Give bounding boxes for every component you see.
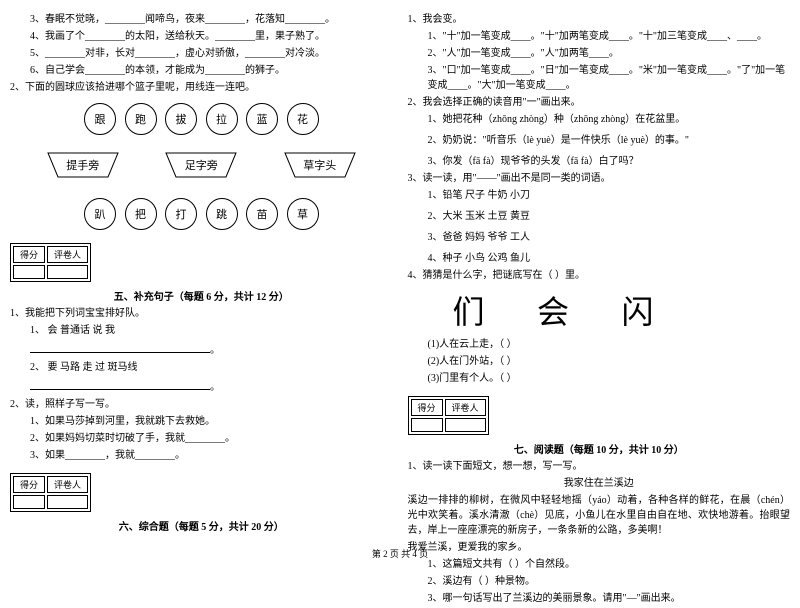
r-q1-3: 3、"口"加一笔变成____。"日"加一笔变成____。"米"加一笔变成____… bbox=[408, 63, 791, 93]
big-char: 们 bbox=[453, 287, 485, 333]
big-char: 会 bbox=[537, 287, 569, 333]
score-blank bbox=[47, 265, 88, 279]
r-q1-1: 1、"十"加一笔变成____。"十"加两笔变成____。"十"加三笔变成____… bbox=[408, 29, 791, 44]
s5-q2-1: 1、如果马莎掉到河里，我就跳下去救她。 bbox=[10, 414, 393, 429]
s5-q2: 2、读，照样子写一写。 bbox=[10, 397, 393, 412]
score-blank bbox=[47, 495, 88, 509]
circle-char: 跟 bbox=[84, 103, 116, 135]
r-q4: 4、猜猜是什么字，把谜底写在（ ）里。 bbox=[408, 268, 791, 283]
s7-q3: 3、哪一句话写出了兰溪边的美丽景象。请用"—"画出来。 bbox=[408, 591, 791, 606]
r-q2-3: 3、你发（fā fà）现爷爷的头发（fā fà）白了吗？ bbox=[408, 154, 791, 169]
score-blank bbox=[445, 418, 486, 432]
s5-q1-2: 2、 要 马路 走 过 斑马线 bbox=[10, 360, 393, 375]
r-q2-1: 1、她把花种（zhōng zhòng）种（zhōng zhòng）在花盆里。 bbox=[408, 112, 791, 127]
question-4: 4、我画了个________的太阳，送给秋天。________里，果子熟了。 bbox=[10, 29, 393, 44]
score-box: 得分评卷人 bbox=[10, 473, 91, 512]
trap-1: 提手旁 bbox=[43, 151, 123, 179]
circle-char: 草 bbox=[287, 198, 319, 230]
question-2-title: 2、下面的圆球应该拾进哪个篮子里呢，用线连一连吧。 bbox=[10, 80, 393, 95]
r-q2: 2、我会选择正确的读音用"一"画出来。 bbox=[408, 95, 791, 110]
big-char: 闪 bbox=[622, 287, 654, 333]
score-box: 得分评卷人 bbox=[408, 396, 489, 435]
trap-2: 足字旁 bbox=[161, 151, 241, 179]
score-box: 得分评卷人 bbox=[10, 243, 91, 282]
s5-q2-3: 3、如果________，我就________。 bbox=[10, 448, 393, 463]
score-h2: 评卷人 bbox=[445, 399, 486, 416]
score-h1: 得分 bbox=[411, 399, 443, 416]
r-q3-3: 3、爸爸 妈妈 爷爷 工人 bbox=[408, 230, 791, 245]
score-h1: 得分 bbox=[13, 476, 45, 493]
circle-char: 苗 bbox=[246, 198, 278, 230]
score-h2: 评卷人 bbox=[47, 476, 88, 493]
page-container: 3、春眠不觉晓，________闻啼鸟，夜来________，花落知______… bbox=[10, 10, 790, 608]
section-5-title: 五、补充句子（每题 6 分，共计 12 分） bbox=[10, 288, 393, 303]
score-h2: 评卷人 bbox=[47, 246, 88, 263]
r-q4-2: (2)人在门外站，（ ） bbox=[408, 354, 791, 369]
r-q4-3: (3)门里有个人。（ ） bbox=[408, 371, 791, 386]
s5-q1-1: 1、 会 普通话 说 我 bbox=[10, 323, 393, 338]
r-q1: 1、我会变。 bbox=[408, 12, 791, 27]
section-6-title: 六、综合题（每题 5 分，共计 20 分） bbox=[10, 518, 393, 533]
s7-q2: 2、溪边有（ ）种景物。 bbox=[408, 574, 791, 589]
question-5: 5、________对非，长对________，虚心对骄傲，________对冷… bbox=[10, 46, 393, 61]
circle-char: 趴 bbox=[84, 198, 116, 230]
score-blank bbox=[13, 265, 45, 279]
r-q3-2: 2、大米 玉米 土豆 黄豆 bbox=[408, 209, 791, 224]
circle-char: 把 bbox=[125, 198, 157, 230]
score-h1: 得分 bbox=[13, 246, 45, 263]
trap-3: 草字头 bbox=[280, 151, 360, 179]
blank-line: 。 bbox=[10, 340, 393, 358]
score-blank bbox=[411, 418, 443, 432]
r-q3-1: 1、铅笔 尺子 牛奶 小刀 bbox=[408, 188, 791, 203]
blank-line: 。 bbox=[10, 377, 393, 395]
circle-char: 花 bbox=[287, 103, 319, 135]
circle-char: 跳 bbox=[206, 198, 238, 230]
circle-char: 拉 bbox=[206, 103, 238, 135]
section-7-title: 七、阅读题（每题 10 分，共计 10 分） bbox=[408, 441, 791, 456]
question-3: 3、春眠不觉晓，________闻啼鸟，夜来________，花落知______… bbox=[10, 12, 393, 27]
r-q3-4: 4、种子 小鸟 公鸡 鱼儿 bbox=[408, 251, 791, 266]
circle-char: 拔 bbox=[165, 103, 197, 135]
circle-char: 蓝 bbox=[246, 103, 278, 135]
page-footer: 第 2 页 共 4 页 bbox=[0, 547, 800, 560]
s5-q2-2: 2、如果妈妈切菜时切破了手，我就________。 bbox=[10, 431, 393, 446]
left-column: 3、春眠不觉晓，________闻啼鸟，夜来________，花落知______… bbox=[10, 10, 393, 608]
s7-1: 1、读一读下面短文，想一想，写一写。 bbox=[408, 459, 791, 474]
circles-row-2: 趴 把 打 跳 苗 草 bbox=[10, 195, 393, 233]
s7-title: 我家住在兰溪边 bbox=[408, 476, 791, 491]
circle-char: 跑 bbox=[125, 103, 157, 135]
r-q1-2: 2、"人"加一笔变成____。"人"加两笔____。 bbox=[408, 46, 791, 61]
question-6: 6、自己学会________的本领，才能成为________的狮子。 bbox=[10, 63, 393, 78]
big-chars: 们 会 闪 bbox=[428, 287, 791, 333]
trapezoid-row: 提手旁 足字旁 草字头 bbox=[10, 146, 393, 187]
circle-char: 打 bbox=[165, 198, 197, 230]
r-q4-1: (1)人在云上走，（ ） bbox=[408, 337, 791, 352]
r-q3: 3、读一读，用"——"画出不是同一类的词语。 bbox=[408, 171, 791, 186]
circles-row-1: 跟 跑 拔 拉 蓝 花 bbox=[10, 100, 393, 138]
s5-q1: 1、我能把下列词宝宝排好队。 bbox=[10, 306, 393, 321]
r-q2-2: 2、奶奶说："听音乐（lè yuè）是一件快乐（lè yuè）的事。" bbox=[408, 133, 791, 148]
score-blank bbox=[13, 495, 45, 509]
s7-p1: 溪边一排排的柳树，在微风中轻轻地摇（yáo）动着，各种各样的鲜花，在晨（chén… bbox=[408, 493, 791, 538]
right-column: 1、我会变。 1、"十"加一笔变成____。"十"加两笔变成____。"十"加三… bbox=[408, 10, 791, 608]
